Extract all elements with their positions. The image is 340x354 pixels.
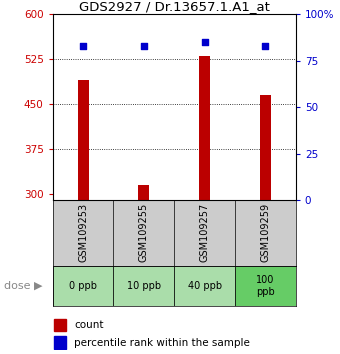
Text: GSM109259: GSM109259	[260, 203, 270, 262]
Bar	[138, 185, 149, 200]
Text: 0 ppb: 0 ppb	[69, 281, 97, 291]
Bar	[54, 319, 66, 331]
Text: GSM109255: GSM109255	[139, 203, 149, 262]
Bar	[260, 95, 271, 200]
Bar	[53, 266, 114, 306]
Bar	[174, 266, 235, 306]
Bar	[114, 266, 174, 306]
Bar	[235, 266, 296, 306]
Text: dose ▶: dose ▶	[4, 281, 42, 291]
Point	[263, 43, 268, 48]
Point	[80, 43, 86, 48]
Bar	[54, 336, 66, 349]
Text: GSM109257: GSM109257	[200, 203, 210, 262]
Point	[141, 43, 147, 48]
Text: GSM109253: GSM109253	[78, 203, 88, 262]
Bar	[78, 80, 88, 200]
Title: GDS2927 / Dr.13657.1.A1_at: GDS2927 / Dr.13657.1.A1_at	[79, 0, 270, 13]
Bar	[199, 56, 210, 200]
Text: percentile rank within the sample: percentile rank within the sample	[74, 338, 250, 348]
Text: 40 ppb: 40 ppb	[188, 281, 222, 291]
Text: 100
ppb: 100 ppb	[256, 275, 275, 297]
Point	[202, 39, 207, 45]
Text: count: count	[74, 320, 103, 330]
Text: 10 ppb: 10 ppb	[127, 281, 161, 291]
